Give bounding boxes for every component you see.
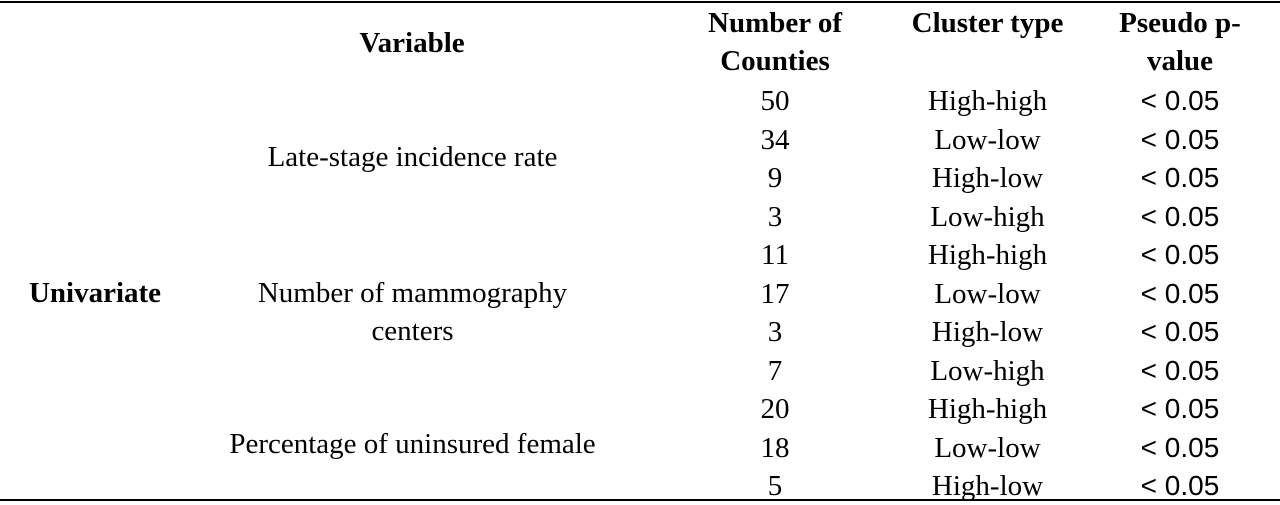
row-0-county-count: 50 [760, 85, 790, 117]
row-9-pseudo-p-value: < 0.05 [1140, 431, 1220, 463]
group-label-univariate: Univariate [28, 277, 162, 309]
row-2-pseudo-p-value: < 0.05 [1140, 162, 1220, 193]
row-10-cluster-type: High-low [931, 470, 1044, 502]
row-6-pseudo-p-value: < 0.05 [1140, 316, 1220, 347]
row-5-cluster-type: Low-low [934, 277, 1041, 310]
bottom-rule [0, 499, 1280, 501]
row-9-county-count: 18 [760, 431, 790, 464]
row-8-county-count: 20 [760, 393, 790, 425]
header-pseudo-p-value: Pseudo p-value [1119, 7, 1241, 77]
header-variable: Variable [359, 27, 465, 59]
variable-label-late-stage-incidence: Late-stage incidence rate [267, 141, 558, 173]
row-7-pseudo-p-value: < 0.05 [1140, 354, 1220, 386]
variable-label-mammography-centers: Number of mammography centers [257, 277, 568, 347]
row-3-cluster-type: Low-high [930, 200, 1045, 233]
row-3-pseudo-p-value: < 0.05 [1140, 200, 1220, 232]
row-0-cluster-type: High-high [927, 85, 1048, 117]
row-8-pseudo-p-value: < 0.05 [1140, 393, 1220, 424]
row-6-county-count: 3 [767, 316, 783, 348]
row-8-cluster-type: High-high [927, 393, 1048, 425]
row-10-pseudo-p-value: < 0.05 [1140, 470, 1220, 501]
header-counties: Number of Counties [708, 7, 842, 77]
row-3-county-count: 3 [767, 200, 783, 233]
row-0-pseudo-p-value: < 0.05 [1140, 85, 1220, 116]
row-2-cluster-type: High-low [931, 162, 1044, 194]
row-2-county-count: 9 [767, 162, 783, 194]
row-6-cluster-type: High-low [931, 316, 1044, 348]
row-1-cluster-type: Low-low [934, 123, 1041, 156]
row-7-cluster-type: Low-high [930, 354, 1045, 387]
row-5-county-count: 17 [760, 277, 790, 310]
variable-label-uninsured-female: Percentage of uninsured female [229, 428, 596, 460]
header-cluster-type: Cluster type [911, 7, 1064, 39]
row-4-cluster-type: High-high [927, 239, 1048, 271]
top-rule [0, 1, 1280, 3]
row-7-county-count: 7 [767, 354, 783, 387]
row-5-pseudo-p-value: < 0.05 [1140, 277, 1220, 309]
row-1-pseudo-p-value: < 0.05 [1140, 123, 1220, 155]
row-1-county-count: 34 [760, 123, 790, 156]
row-4-county-count: 11 [761, 239, 789, 271]
row-9-cluster-type: Low-low [934, 431, 1041, 464]
row-10-county-count: 5 [767, 470, 783, 502]
row-4-pseudo-p-value: < 0.05 [1140, 239, 1220, 270]
